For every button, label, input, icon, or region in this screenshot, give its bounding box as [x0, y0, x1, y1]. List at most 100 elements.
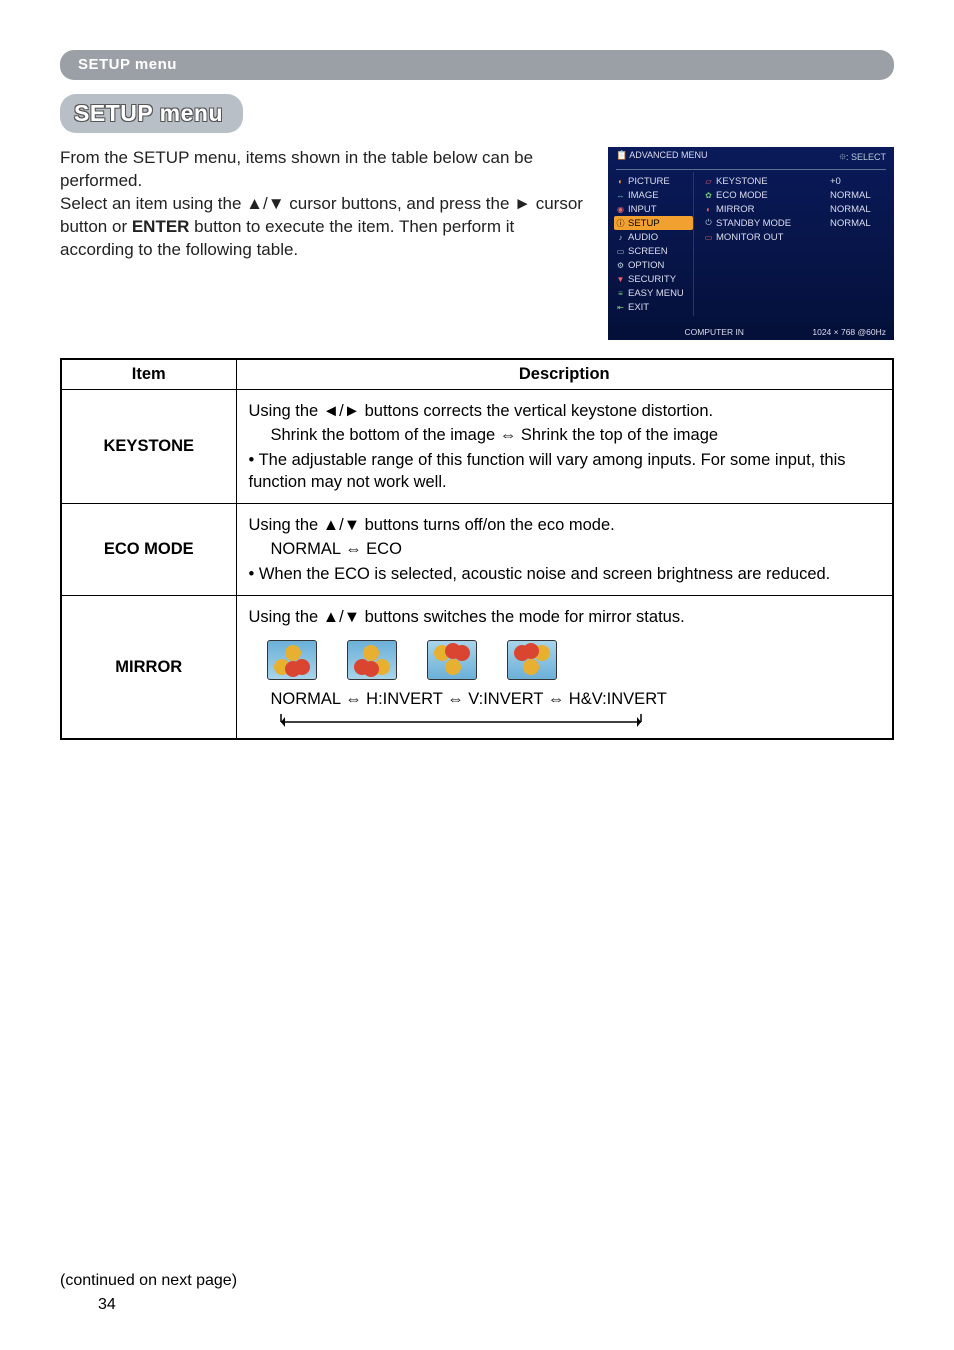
th-item: Item	[61, 359, 236, 390]
osd-value: NORMAL	[828, 188, 888, 202]
osd-submenu-item: ⏻STANDBY MODE	[702, 216, 824, 230]
mirror-thumbnail	[507, 640, 557, 680]
table-row: MIRROR Using the ▲/▼ buttons switches th…	[61, 595, 893, 739]
flower-petal-icon	[285, 661, 301, 677]
osd-divider	[616, 169, 886, 170]
section-header-bar: SETUP menu	[60, 50, 894, 80]
osd-left-item: ⇤EXIT	[614, 300, 693, 314]
osd-screenshot: 📋 ADVANCED MENU ⯐: SELECT ◐PICTURE↔IMAGE…	[608, 147, 894, 340]
th-desc: Description	[236, 359, 893, 390]
row-desc-mirror: Using the ▲/▼ buttons switches the mode …	[236, 595, 893, 739]
page-number: 34	[98, 1296, 116, 1314]
osd-value: +0	[828, 174, 888, 188]
osd-left-item: ⓘSETUP	[614, 216, 693, 230]
osd-resolution: 1024 × 768 @60Hz	[812, 327, 886, 337]
osd-title: 📋 ADVANCED MENU	[616, 150, 708, 166]
eco-line-a: Using the ▲/▼ buttons turns off/on the e…	[249, 514, 881, 536]
osd-item-label: AUDIO	[628, 232, 658, 243]
osd-value: NORMAL	[828, 216, 888, 230]
intro-enter-word: ENTER	[132, 217, 190, 236]
osd-select-hint: ⯐: SELECT	[839, 150, 886, 166]
osd-item-icon: ↔	[616, 191, 625, 200]
intro-text: From the SETUP menu, items shown in the …	[60, 147, 588, 262]
mirror-images-row	[249, 630, 881, 686]
osd-body: ◐PICTURE↔IMAGE◉INPUTⓘSETUP♪AUDIO▭SCREEN⚙…	[608, 172, 894, 324]
osd-item-label: KEYSTONE	[716, 176, 768, 187]
osd-item-icon: ⏻	[704, 219, 713, 228]
osd-item-icon: ✿	[704, 191, 713, 200]
osd-item-icon: ◐	[704, 205, 713, 214]
osd-left-item: ◉INPUT	[614, 202, 693, 216]
osd-item-label: ECO MODE	[716, 190, 768, 201]
flower-petal-icon	[363, 661, 379, 677]
osd-submenu-item: ✿ECO MODE	[702, 188, 824, 202]
osd-left-item: ▼SECURITY	[614, 272, 693, 286]
continued-note: (continued on next page)	[60, 1272, 237, 1290]
intro-block: From the SETUP menu, items shown in the …	[60, 147, 894, 340]
osd-left-item: ♪AUDIO	[614, 230, 693, 244]
osd-item-label: SECURITY	[628, 274, 676, 285]
osd-item-label: SCREEN	[628, 246, 668, 257]
osd-item-label: EXIT	[628, 302, 649, 313]
settings-table: Item Description KEYSTONE Using the ◄/► …	[60, 358, 894, 740]
table-header-row: Item Description	[61, 359, 893, 390]
flower-petal-icon	[523, 643, 539, 659]
osd-item-icon: ▭	[704, 233, 713, 242]
flower-petal-icon	[445, 643, 461, 659]
osd-item-icon: ⓘ	[616, 219, 625, 228]
osd-item-icon: ▼	[616, 275, 625, 284]
table-row: ECO MODE Using the ▲/▼ buttons turns off…	[61, 504, 893, 596]
page-title: SETUP menu	[74, 100, 223, 126]
osd-item-icon: ⚙	[616, 261, 625, 270]
osd-left-item: ◐PICTURE	[614, 174, 693, 188]
mirror-thumbnail	[267, 640, 317, 680]
osd-item-icon: ≡	[616, 289, 625, 298]
keystone-line-c: • The adjustable range of this function …	[249, 449, 881, 494]
osd-item-icon: ▭	[616, 247, 625, 256]
mirror-thumbnail	[347, 640, 397, 680]
eco-line-c: • When the ECO is selected, acoustic noi…	[249, 563, 881, 585]
osd-values: +0NORMALNORMALNORMAL	[828, 172, 888, 316]
osd-item-icon: ▱	[704, 177, 713, 186]
osd-item-icon: ♪	[616, 233, 625, 242]
osd-submenu-item: ▭MONITOR OUT	[702, 230, 824, 244]
osd-value	[828, 230, 888, 233]
osd-item-label: INPUT	[628, 204, 657, 215]
osd-submenu: ▱KEYSTONE✿ECO MODE◐MIRROR⏻STANDBY MODE▭M…	[694, 172, 828, 316]
osd-panel: 📋 ADVANCED MENU ⯐: SELECT ◐PICTURE↔IMAGE…	[608, 147, 894, 340]
title-chip: SETUP menu	[60, 94, 243, 133]
row-label-mirror: MIRROR	[61, 595, 236, 739]
osd-left-item: ⚙OPTION	[614, 258, 693, 272]
flower-petal-icon	[445, 659, 461, 675]
osd-left-item: ≡EASY MENU	[614, 286, 693, 300]
osd-item-label: MIRROR	[716, 204, 755, 215]
osd-item-label: OPTION	[628, 260, 664, 271]
eco-line-b: NORMAL ⇔ ECO	[249, 538, 881, 560]
keystone-line-b: Shrink the bottom of the image ⇔ Shrink …	[249, 424, 881, 446]
row-label-eco: ECO MODE	[61, 504, 236, 596]
osd-item-icon: ⇤	[616, 303, 625, 312]
mirror-line-b: NORMAL ⇔ H:INVERT ⇔ V:INVERT ⇔ H&V:INVER…	[249, 688, 881, 710]
osd-top-bar: 📋 ADVANCED MENU ⯐: SELECT	[608, 147, 894, 169]
section-header-text: SETUP menu	[78, 56, 177, 73]
table-row: KEYSTONE Using the ◄/► buttons corrects …	[61, 390, 893, 504]
row-desc-keystone: Using the ◄/► buttons corrects the verti…	[236, 390, 893, 504]
mirror-thumbnail	[427, 640, 477, 680]
osd-title-text: ADVANCED MENU	[629, 150, 707, 160]
osd-left-item: ↔IMAGE	[614, 188, 693, 202]
document-page: SETUP menu SETUP menu From the SETUP men…	[0, 0, 954, 1350]
flower-petal-icon	[523, 659, 539, 675]
intro-line-1: From the SETUP menu, items shown in the …	[60, 148, 533, 190]
osd-item-label: STANDBY MODE	[716, 218, 791, 229]
mirror-line-a: Using the ▲/▼ buttons switches the mode …	[249, 606, 881, 628]
osd-left-menu: ◐PICTURE↔IMAGE◉INPUTⓘSETUP♪AUDIO▭SCREEN⚙…	[614, 172, 694, 316]
row-desc-eco: Using the ▲/▼ buttons turns off/on the e…	[236, 504, 893, 596]
cycle-arrow-icon	[271, 714, 881, 730]
osd-source: COMPUTER IN	[684, 327, 744, 337]
osd-submenu-item: ▱KEYSTONE	[702, 174, 824, 188]
osd-item-icon: ◉	[616, 205, 625, 214]
osd-item-label: SETUP	[628, 218, 660, 229]
osd-item-icon: ◐	[616, 177, 625, 186]
osd-submenu-item: ◐MIRROR	[702, 202, 824, 216]
keystone-line-a: Using the ◄/► buttons corrects the verti…	[249, 400, 881, 422]
